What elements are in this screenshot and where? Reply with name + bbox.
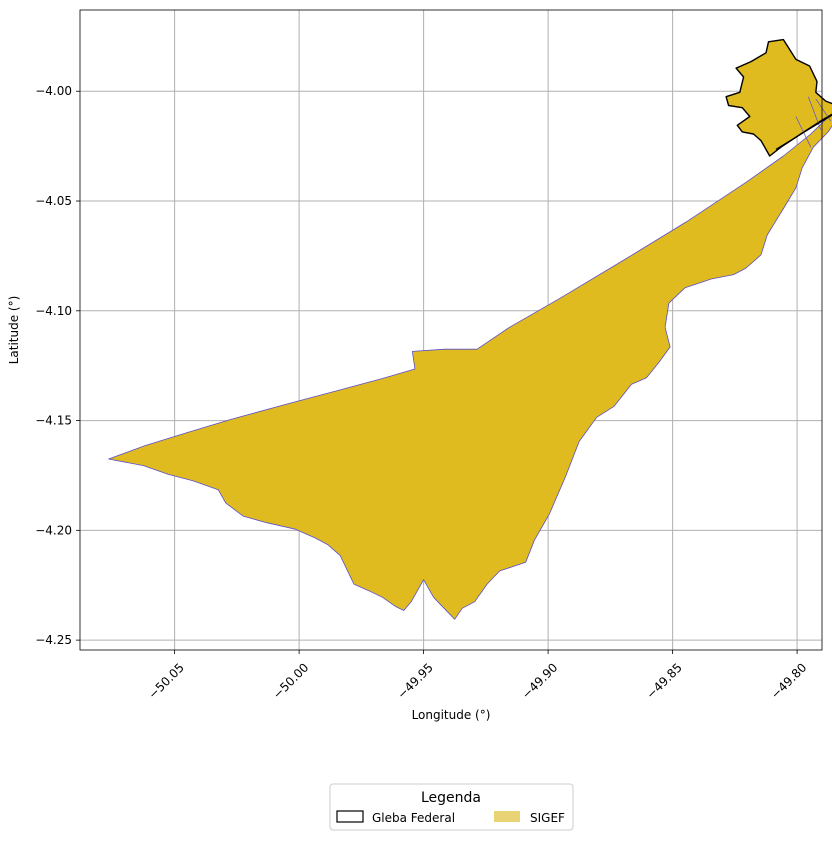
legend-label-sigef: SIGEF <box>530 811 565 825</box>
legend: Legenda Gleba Federal SIGEF <box>329 783 574 831</box>
map-polygons <box>108 38 832 620</box>
x-tick-label-2: −49.95 <box>395 660 436 701</box>
parcel-boundary-3 <box>775 114 832 150</box>
legend-title: Legenda <box>421 790 481 806</box>
parcel-boundary-0 <box>807 96 822 130</box>
polygon-gleba-federal <box>725 38 832 157</box>
x-tick-label-0: −50.05 <box>146 660 187 701</box>
x-tick-label-1: −50.00 <box>270 660 311 701</box>
y-tick-label-4: −4.20 <box>35 523 72 537</box>
polygon-sigef <box>108 112 832 620</box>
x-tick-label-4: −49.85 <box>644 660 685 701</box>
y-axis-label: Latitude (°) <box>7 296 21 365</box>
y-tick-label-2: −4.10 <box>35 304 72 318</box>
y-tick-label-3: −4.15 <box>35 414 72 428</box>
legend-swatch-sigef <box>494 811 520 822</box>
parcel-boundary-1 <box>795 116 812 148</box>
x-tick-label-5: −49.80 <box>768 660 809 701</box>
y-tick-label-0: −4.00 <box>35 84 72 98</box>
y-tick-label-5: −4.25 <box>35 633 72 647</box>
legend-swatch-gleba-federal <box>336 810 364 823</box>
plot-frame <box>79 9 823 651</box>
x-tick-label-3: −49.90 <box>519 660 560 701</box>
legend-label-gleba-federal: Gleba Federal <box>372 811 455 825</box>
y-tick-label-1: −4.05 <box>35 194 72 208</box>
x-axis-label: Longitude (°) <box>412 708 491 722</box>
